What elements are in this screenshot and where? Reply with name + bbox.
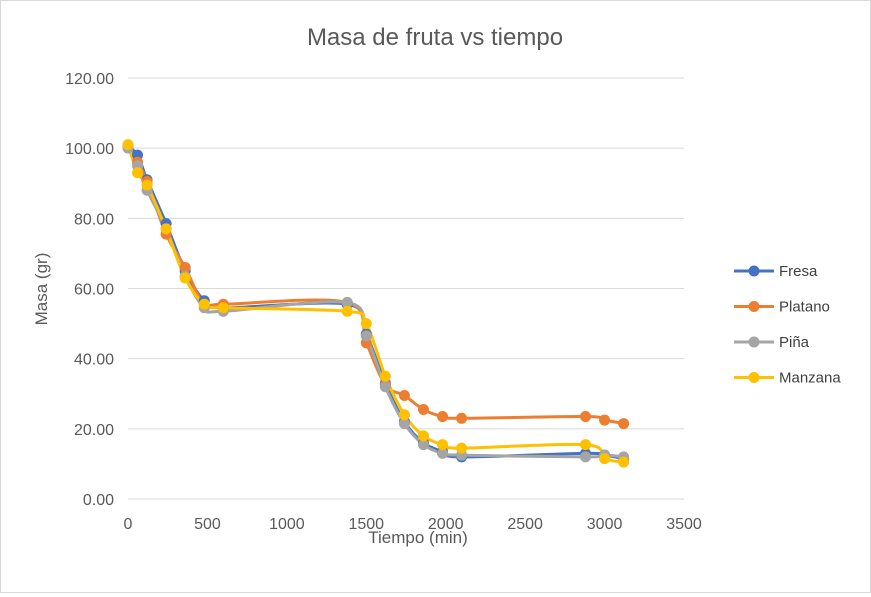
y-tick-label: 120.00 (65, 71, 114, 88)
data-point-pi-a (580, 451, 592, 463)
y-tick-label: 0.00 (83, 492, 114, 509)
gridlines (128, 77, 684, 500)
x-tick-label: 500 (194, 516, 221, 533)
data-point-manzana (437, 439, 449, 451)
x-axis-ticks: 0 500 1000 1500 2000 2500 3000 3500 (124, 516, 702, 533)
legend-label-pi-a: Piña (779, 334, 810, 351)
data-point-platano (599, 414, 611, 426)
data-point-platano (437, 411, 449, 423)
data-point-pi-a (379, 381, 391, 393)
data-point-manzana (179, 272, 191, 284)
x-tick-label: 1500 (348, 516, 384, 533)
series-points (122, 139, 630, 468)
legend-item-platano: Platano (734, 299, 830, 316)
data-point-manzana (217, 302, 229, 314)
legend-marker-manzana (748, 372, 760, 383)
data-point-manzana (599, 453, 611, 465)
legend-marker-fresa (748, 265, 760, 277)
data-point-manzana (417, 430, 429, 442)
data-point-pi-a (437, 447, 449, 459)
chart-title: Masa de fruta vs tiempo (307, 24, 563, 51)
data-point-pi-a (398, 418, 410, 430)
y-tick-label: 100.00 (65, 141, 114, 158)
x-tick-label: 2000 (428, 516, 464, 533)
data-point-pi-a (417, 439, 429, 451)
legend-item-pi-a: Piña (734, 334, 810, 351)
series-line-platano (126, 145, 624, 426)
data-point-manzana (341, 305, 353, 317)
legend-label-fresa: Fresa (779, 263, 818, 280)
data-point-manzana (132, 167, 144, 179)
data-point-manzana (360, 318, 372, 330)
data-point-platano (618, 418, 630, 430)
legend: Fresa Platano Piña Manzana (734, 263, 841, 387)
x-tick-label: 3500 (666, 516, 702, 533)
data-point-manzana (456, 442, 468, 454)
data-point-manzana (398, 409, 410, 421)
data-point-platano (456, 412, 468, 424)
x-axis-label: Tiempo (min) (368, 528, 468, 547)
data-point-platano (398, 390, 410, 402)
y-tick-label: 20.00 (74, 422, 114, 439)
y-tick-label: 80.00 (74, 211, 114, 228)
data-point-pi-a (341, 297, 353, 309)
x-tick-label: 3000 (587, 516, 623, 533)
data-point-manzana (122, 139, 134, 151)
x-tick-label: 2500 (507, 516, 543, 533)
x-tick-label: 1000 (269, 516, 305, 533)
legend-item-manzana: Manzana (734, 370, 841, 387)
data-point-manzana (379, 370, 391, 382)
legend-item-fresa: Fresa (734, 263, 818, 280)
data-point-pi-a (360, 330, 372, 342)
legend-label-manzana: Manzana (779, 370, 841, 387)
y-axis-label: Masa (gr) (32, 253, 51, 326)
legend-label-platano: Platano (779, 299, 830, 316)
data-point-manzana (141, 179, 153, 191)
data-point-manzana (160, 223, 172, 235)
data-point-manzana (580, 439, 592, 451)
legend-marker-pi-a (748, 336, 760, 348)
data-point-platano (179, 261, 191, 273)
data-point-platano (417, 404, 429, 416)
y-tick-label: 60.00 (74, 282, 114, 299)
y-axis-ticks: 0.00 20.00 40.00 60.00 80.00 100.00 120.00 (65, 71, 114, 509)
data-point-manzana (618, 456, 630, 468)
y-tick-label: 40.00 (74, 352, 114, 369)
data-point-platano (580, 411, 592, 423)
legend-marker-platano (748, 301, 760, 312)
data-point-manzana (198, 298, 210, 310)
x-tick-label: 0 (124, 516, 133, 533)
